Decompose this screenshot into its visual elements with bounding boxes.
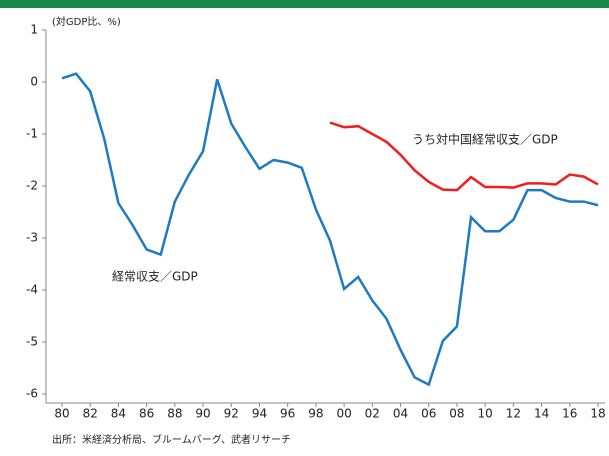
y-tick-label: -3 [26,231,38,245]
source-note: 出所：米経済分析局、ブルームバーグ、武者リサーチ [52,433,291,446]
x-tick-label: 94 [252,407,267,421]
x-tick-label: 02 [365,407,380,421]
x-tick-label: 96 [280,407,295,421]
y-tick-label: -4 [26,283,38,297]
x-tick-label: 08 [449,407,464,421]
x-tick-label: 10 [478,407,493,421]
series-label: うち対中国経常収支／GDP [412,132,558,147]
x-tick-label: 14 [534,407,549,421]
y-tick-label: -5 [26,335,38,349]
x-tick-label: 88 [167,407,182,421]
x-tick-label: 82 [83,407,98,421]
x-tick-label: 04 [393,407,408,421]
x-tick-label: 00 [336,407,351,421]
series-line [61,72,599,387]
x-tick-label: 06 [421,407,436,421]
series-line [329,121,599,192]
x-tick-label: 84 [111,407,126,421]
y-tick-label: -6 [26,387,38,401]
x-tick-label: 16 [562,407,577,421]
x-tick-label: 98 [308,407,323,421]
x-tick-label: 12 [506,407,521,421]
series-label: 経常収支／GDP [112,270,198,284]
y-axis-label: (対GDP比、%) [52,15,121,28]
y-tick-label: 0 [30,75,38,89]
y-tick-label: -1 [26,127,38,141]
header-bar [0,0,609,8]
x-tick-label: 92 [224,407,239,421]
x-tick-label: 18 [590,407,605,421]
x-tick-label: 80 [54,407,69,421]
y-tick-label: -2 [26,179,38,193]
x-tick-label: 86 [139,407,154,421]
x-tick-label: 90 [195,407,210,421]
y-tick-label: 1 [30,23,38,37]
